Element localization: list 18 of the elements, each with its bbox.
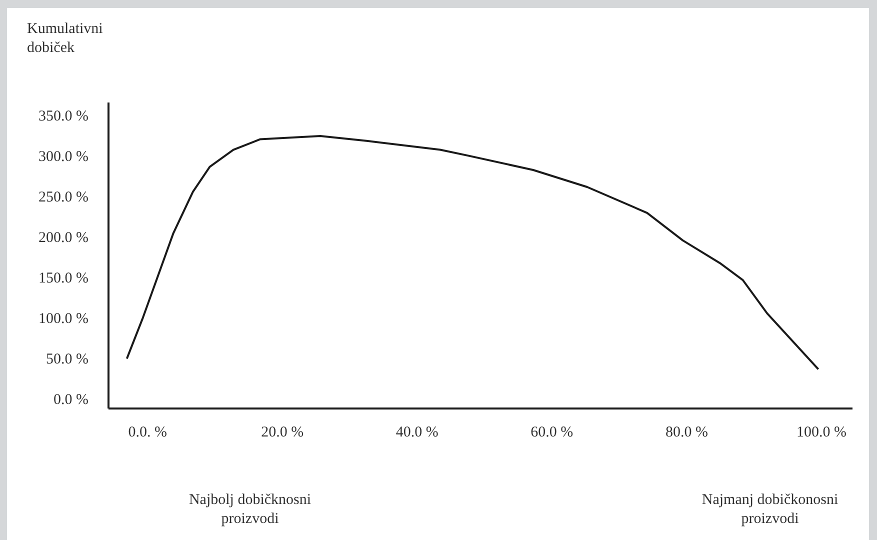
x-tick-label: 80.0 % xyxy=(665,424,708,440)
x-tick-label: 40.0 % xyxy=(396,424,438,440)
y-tick-label: 0.0 % xyxy=(54,392,88,408)
y-tick-label: 300.0 % xyxy=(38,148,88,165)
y-tick-label: 350.0 % xyxy=(38,108,88,124)
x-tick-label: 0.0. % xyxy=(128,424,167,440)
y-tick-label: 150.0 % xyxy=(38,270,88,286)
text: Najbolj dobičknosni proizvodi xyxy=(188,491,312,529)
y-tick-label: 250.0 % xyxy=(38,189,88,206)
x-tick-label: 60.0 % xyxy=(530,424,574,440)
y-axis-title: Kumulativni dobiček xyxy=(27,20,104,58)
y-tick-label: 200.0 % xyxy=(38,230,88,246)
line-series xyxy=(126,135,820,370)
y-tick-label: 100.0 % xyxy=(38,310,88,327)
text: Najmanj dobičkonosni proizvodi xyxy=(700,491,840,529)
x-tick-label: 20.0 % xyxy=(261,424,304,440)
x-tick-label: 100.0 % xyxy=(796,424,846,440)
y-tick-label: 50.0 % xyxy=(46,351,88,368)
